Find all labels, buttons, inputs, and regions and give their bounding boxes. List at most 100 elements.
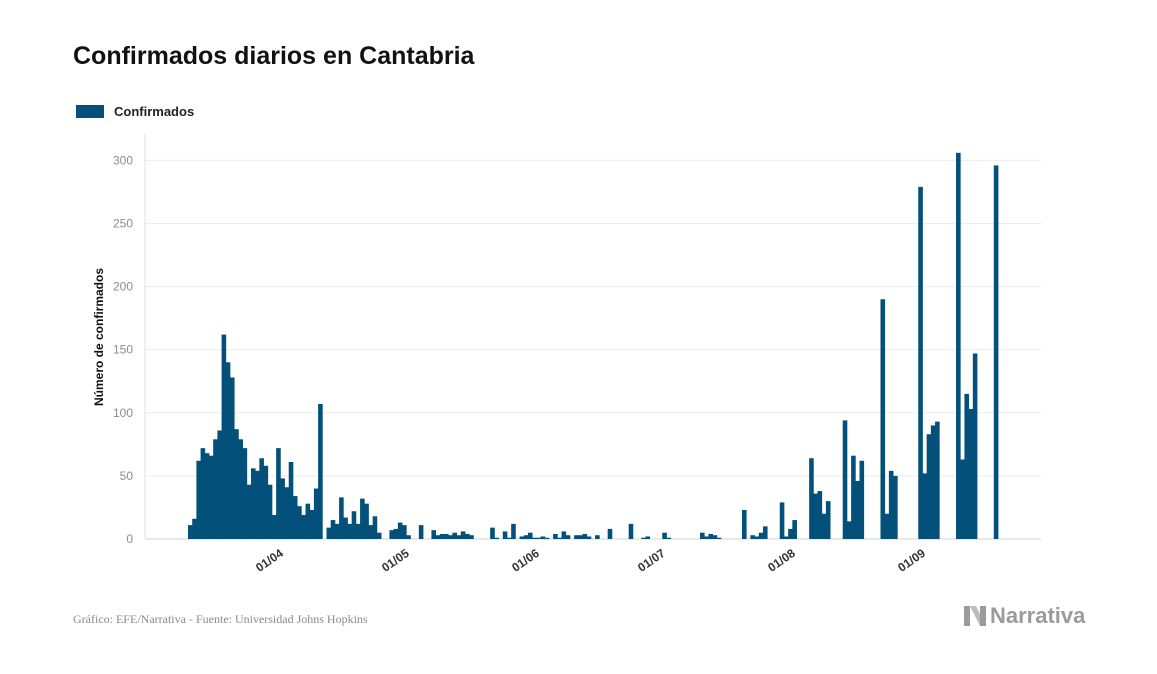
bar [276,448,281,539]
bar [456,535,462,539]
bar [712,535,718,539]
bar [292,496,298,539]
bar [758,532,764,539]
bar [364,503,369,539]
bar [402,525,407,539]
bar [842,420,848,539]
bar [846,521,852,539]
bar [662,532,667,539]
bar [506,537,512,539]
bar [431,530,437,539]
bar [334,523,340,539]
bar [259,458,264,539]
bar [641,537,646,539]
bar [851,455,856,539]
bar [490,527,495,539]
bar [393,528,399,539]
bar [565,535,571,539]
bar [213,439,218,539]
bar [557,537,562,539]
bar [956,152,961,539]
bar [918,186,923,540]
chart-legend: Confirmados [76,104,194,119]
y-tick-label: 150 [113,343,133,357]
bar [536,537,541,539]
bar [817,491,823,539]
bar [779,502,785,539]
bar [855,480,860,539]
bar [444,533,449,539]
x-tick-label: 01/04 [253,546,286,575]
bar [263,465,269,539]
bar [389,530,395,539]
bar [368,525,374,539]
bar [762,526,768,539]
bar [255,470,260,539]
bar [326,527,332,539]
bar [519,536,525,539]
bar [553,533,558,539]
bar [188,525,193,539]
brand-logo: Narrativa [964,603,1085,629]
legend-swatch [76,105,104,118]
y-tick-label: 250 [113,217,133,231]
bar [204,453,210,539]
bar [494,537,499,539]
bar [741,509,747,539]
bar [360,498,365,539]
bar [246,484,252,539]
y-tick-label: 300 [113,153,133,167]
bar [351,511,357,539]
bar [221,334,227,539]
bar [305,503,311,539]
y-axis-title: Número de confirmados [92,268,106,406]
bar [532,537,537,539]
bar [309,509,315,539]
chart-title: Confirmados diarios en Cantabria [73,42,475,70]
bar [418,525,424,539]
bar [704,536,709,539]
bar [238,439,243,539]
bar [578,535,583,539]
bar [964,393,970,539]
x-tick-label: 01/08 [765,546,798,575]
bar [540,536,546,539]
bar [586,536,592,539]
bar [397,522,403,539]
bar [448,535,453,539]
bar [469,535,474,539]
bar [284,487,290,539]
bar [935,421,940,539]
y-tick-label: 100 [113,406,133,420]
bar [229,377,235,539]
bar [645,536,651,539]
bar [888,470,894,539]
bar [716,537,722,539]
x-tick-label: 01/05 [379,546,412,575]
bar [318,403,323,539]
bar [783,536,789,539]
bar [271,515,277,539]
bar [343,517,348,539]
bar [460,531,466,539]
bar [376,532,382,539]
bar [511,523,516,539]
bar [930,425,936,539]
x-tick-label: 01/09 [895,546,928,575]
bar [208,455,214,539]
brand-name: Narrativa [990,603,1086,628]
x-tick-label: 01/07 [635,546,668,575]
bar [406,535,411,539]
y-tick-label: 50 [120,469,134,483]
bar [502,531,508,539]
bar [582,533,588,539]
bar [217,430,222,539]
bar [435,535,441,539]
bar [250,468,256,539]
bar [825,501,831,539]
bar [339,497,344,539]
bar [452,532,458,539]
bar [523,535,529,539]
bar [968,409,974,539]
bar [926,434,932,539]
